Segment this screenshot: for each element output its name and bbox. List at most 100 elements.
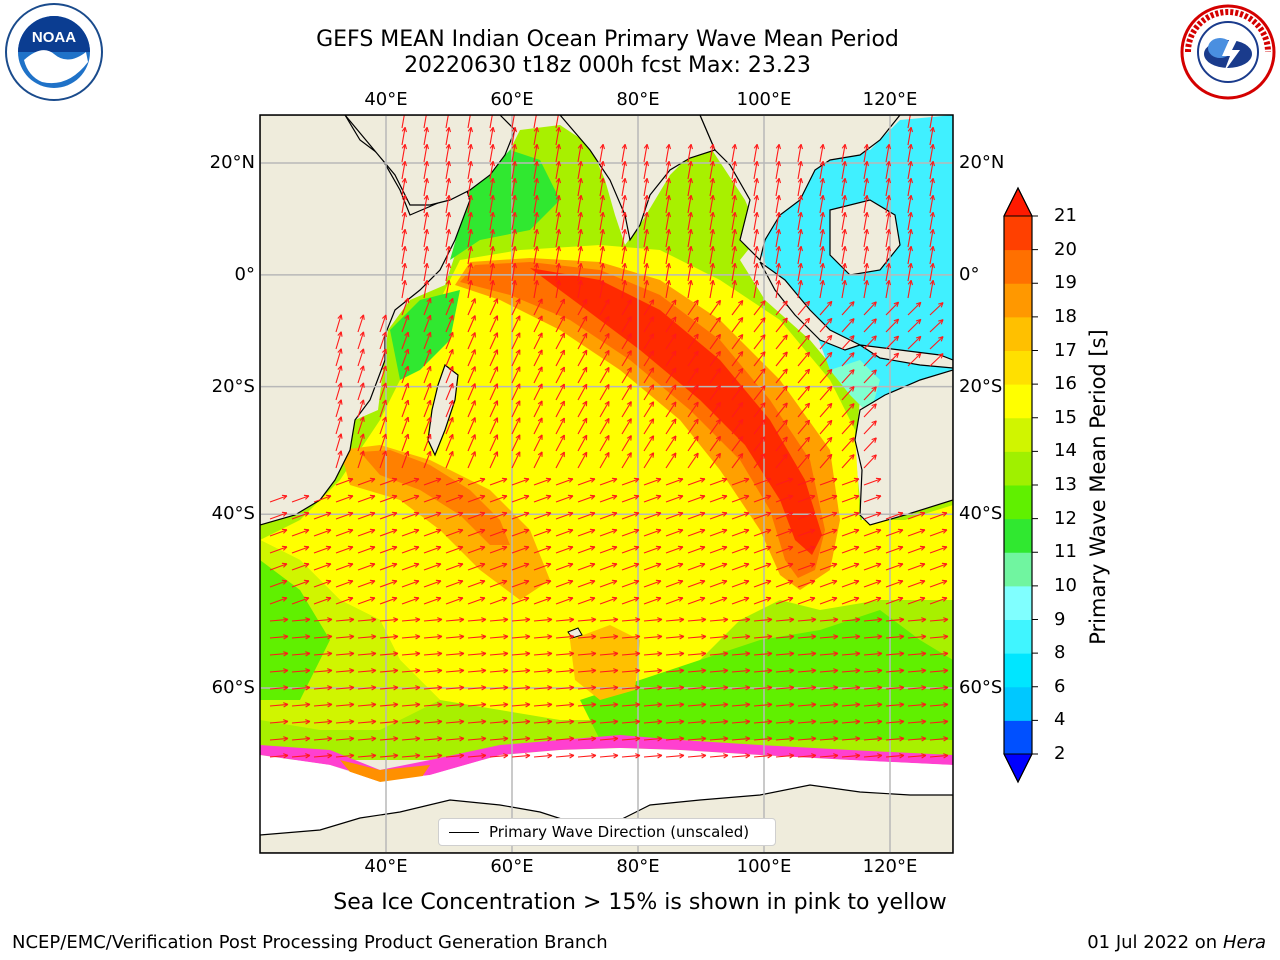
- wave-direction-arrow: [599, 478, 618, 486]
- wave-direction-arrowhead: [723, 719, 729, 722]
- wave-direction-arrow: [467, 400, 476, 418]
- wave-direction-arrow: [863, 301, 877, 316]
- wave-direction-arrowhead: [470, 127, 474, 133]
- wave-direction-arrowhead: [782, 419, 788, 423]
- wave-direction-arrowhead: [426, 365, 431, 371]
- wave-direction-arrow: [335, 399, 342, 418]
- wave-direction-arrowhead: [849, 386, 855, 390]
- wave-direction-arrowhead: [775, 228, 780, 234]
- wave-direction-arrow: [687, 652, 706, 656]
- wave-direction-arrowhead: [426, 399, 431, 405]
- wave-direction-arrowhead: [719, 351, 721, 357]
- wave-direction-arrow: [687, 350, 699, 367]
- wave-direction-arrowhead: [423, 160, 428, 166]
- wave-direction-arrow: [621, 316, 632, 333]
- wave-direction-arrowhead: [671, 384, 677, 388]
- wave-direction-arrow: [467, 737, 486, 741]
- wave-direction-arrowhead: [877, 634, 883, 637]
- wave-direction-arrowhead: [855, 618, 861, 623]
- wave-direction-arrowhead: [829, 403, 833, 409]
- wave-direction-arrow: [841, 737, 860, 741]
- wave-direction-arrowhead: [459, 720, 465, 725]
- wave-direction-arrowhead: [536, 178, 540, 184]
- wave-direction-arrowhead: [599, 143, 604, 149]
- wave-direction-arrowhead: [481, 546, 486, 551]
- wave-direction-arrow: [819, 720, 838, 724]
- wave-direction-arrowhead: [782, 300, 788, 304]
- wave-direction-arrow: [643, 720, 662, 724]
- wave-direction-arrowhead: [715, 401, 721, 406]
- wave-direction-arrowhead: [763, 436, 766, 442]
- wave-direction-arrowhead: [943, 719, 949, 722]
- wave-direction-arrowhead: [391, 596, 397, 599]
- wave-direction-arrowhead: [907, 245, 912, 251]
- wave-direction-arrowhead: [712, 280, 716, 286]
- wave-direction-arrow: [841, 563, 860, 571]
- wave-direction-arrowhead: [523, 545, 529, 548]
- wave-direction-arrowhead: [305, 702, 311, 705]
- wave-direction-arrowhead: [635, 651, 641, 654]
- wave-direction-arrow: [907, 161, 912, 180]
- wave-direction-arrowhead: [745, 703, 751, 708]
- wave-direction-arrowhead: [807, 318, 811, 324]
- wave-direction-arrow: [357, 546, 376, 554]
- wave-direction-arrow: [577, 580, 596, 588]
- wave-direction-arrowhead: [826, 453, 833, 457]
- wave-direction-arrow: [467, 178, 472, 197]
- wave-direction-arrowhead: [932, 280, 936, 286]
- wave-direction-arrowhead: [833, 634, 839, 637]
- wave-direction-arrowhead: [393, 546, 398, 551]
- wave-direction-arrowhead: [679, 651, 685, 654]
- wave-direction-arrowhead: [459, 719, 465, 722]
- wave-direction-arrow: [555, 478, 574, 486]
- wave-direction-arrowhead: [555, 245, 560, 251]
- wave-direction-arrowhead: [753, 143, 758, 149]
- wave-direction-arrowhead: [613, 512, 618, 517]
- wave-direction-arrow: [533, 280, 538, 299]
- wave-direction-arrowhead: [470, 161, 474, 167]
- wave-direction-arrowhead: [767, 685, 773, 688]
- wave-direction-arrow: [929, 512, 948, 520]
- wave-direction-arrowhead: [657, 563, 662, 568]
- wave-direction-arrowhead: [415, 529, 420, 534]
- wave-direction-arrowhead: [533, 126, 538, 132]
- wave-direction-arrowhead: [582, 451, 588, 456]
- wave-direction-arrow: [335, 416, 342, 435]
- wave-direction-arrowhead: [445, 279, 450, 285]
- wave-direction-arrowhead: [514, 212, 518, 218]
- colorbar-tick-label: 8: [1054, 642, 1066, 664]
- wave-direction-arrow: [797, 597, 816, 605]
- wave-direction-arrowhead: [613, 546, 618, 551]
- wave-direction-arrow: [731, 703, 750, 707]
- wave-direction-arrowhead: [929, 160, 934, 166]
- wave-direction-arrowhead: [537, 349, 543, 354]
- wave-direction-arrowhead: [866, 229, 870, 235]
- wave-direction-arrow: [841, 335, 855, 350]
- wave-direction-arrow: [401, 754, 420, 758]
- wave-direction-arrowhead: [569, 685, 575, 688]
- wave-direction-arrowhead: [943, 563, 948, 568]
- wave-direction-arrow: [335, 348, 342, 367]
- wave-direction-arrow: [577, 366, 588, 384]
- wave-direction-arrow: [291, 720, 310, 724]
- wave-direction-arrow: [401, 297, 409, 316]
- wave-direction-arrowhead: [635, 635, 641, 640]
- wave-direction-arrowhead: [723, 478, 728, 483]
- wave-direction-arrow: [863, 161, 868, 180]
- wave-direction-arrowhead: [369, 579, 375, 582]
- wave-direction-arrowhead: [809, 562, 815, 565]
- wave-direction-arrow: [313, 618, 332, 622]
- wave-direction-arrow: [489, 246, 494, 265]
- wave-direction-arrowhead: [855, 685, 861, 688]
- wave-direction-arrowhead: [760, 368, 766, 372]
- wave-direction-arrowhead: [340, 450, 343, 456]
- wave-direction-arrow: [423, 635, 442, 639]
- wave-direction-arrow: [357, 512, 376, 520]
- wave-direction-arrow: [687, 144, 692, 163]
- wave-direction-arrowhead: [677, 596, 683, 599]
- wave-direction-arrowhead: [743, 579, 749, 582]
- wave-direction-arrowhead: [437, 685, 443, 688]
- colorbar-segment: [1004, 686, 1032, 721]
- wave-direction-arrow: [577, 332, 588, 350]
- wave-direction-arrowhead: [481, 685, 487, 688]
